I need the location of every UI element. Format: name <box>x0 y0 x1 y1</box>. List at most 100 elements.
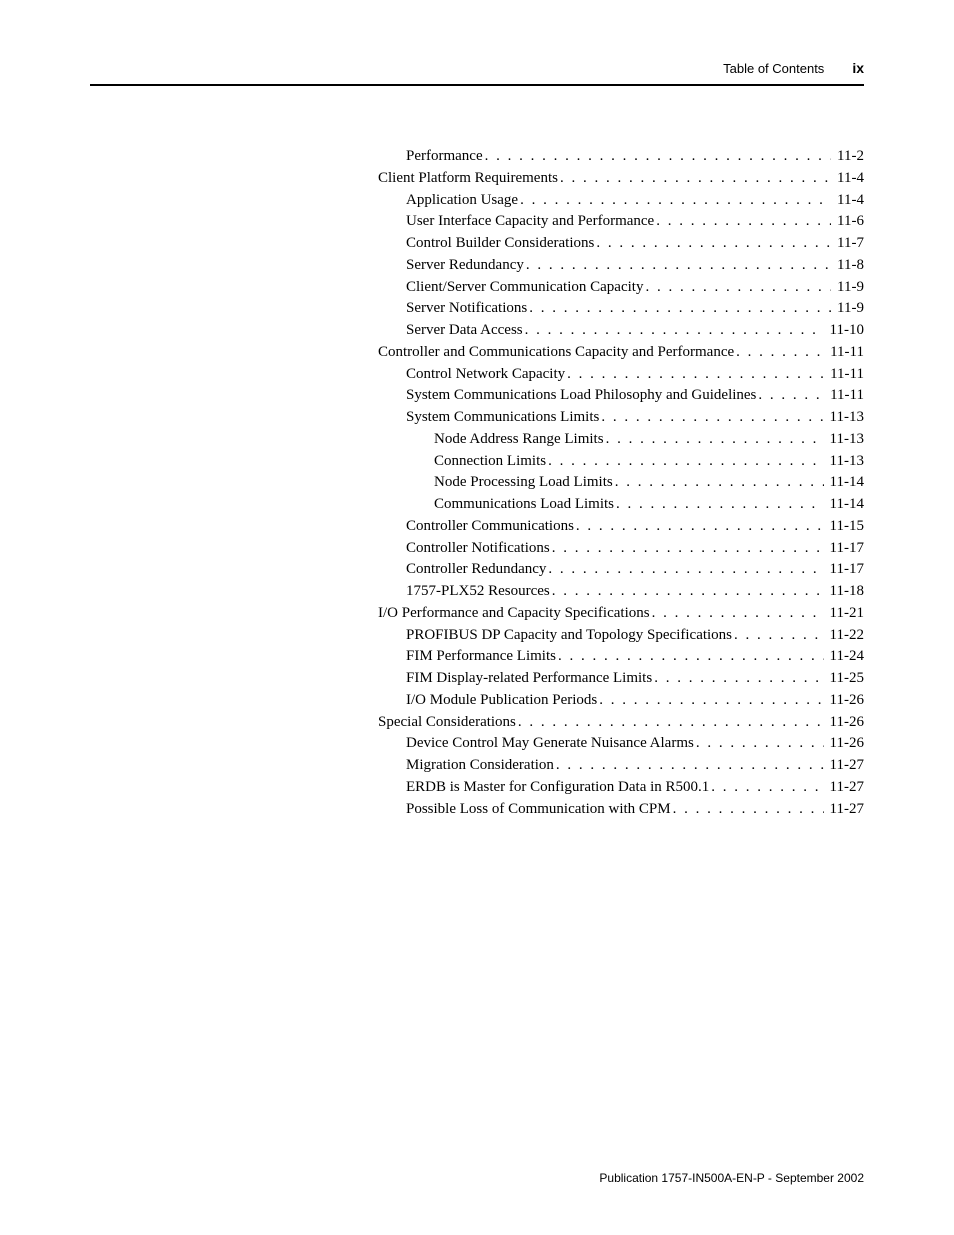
toc-entry: Application Usage11-4 <box>350 190 864 212</box>
toc-entry: PROFIBUS DP Capacity and Topology Specif… <box>350 625 864 647</box>
toc-entry-page: 11-25 <box>824 668 864 690</box>
toc-entry-page: 11-17 <box>824 559 864 581</box>
toc-entry-title: I/O Module Publication Periods <box>406 690 597 712</box>
toc-entry-page: 11-24 <box>824 646 864 668</box>
toc-entry: Controller Notifications11-17 <box>350 538 864 560</box>
toc-entry-page: 11-4 <box>831 168 864 190</box>
page: Table of Contents ix Performance11-2Clie… <box>0 0 954 1235</box>
toc-entry-title: Node Processing Load Limits <box>434 472 613 494</box>
toc-entry-leader-dots <box>614 494 824 516</box>
toc-entry-title: Application Usage <box>406 190 518 212</box>
toc-entry-page: 11-22 <box>824 625 864 647</box>
toc-entry: Controller Redundancy 11-17 <box>350 559 864 581</box>
toc-entry-leader-dots <box>594 233 831 255</box>
toc-entry-leader-dots <box>599 407 823 429</box>
toc-entry-page: 11-11 <box>824 342 864 364</box>
toc-entry-page: 11-14 <box>824 472 864 494</box>
toc-entry-page: 11-27 <box>824 777 864 799</box>
toc-entry-page: 11-10 <box>824 320 864 342</box>
header-row: Table of Contents ix <box>90 60 864 86</box>
toc-entry-title: Server Redundancy <box>406 255 524 277</box>
header-page-number: ix <box>852 60 864 76</box>
toc-entry: System Communications Limits11-13 <box>350 407 864 429</box>
toc-entry-leader-dots <box>654 211 831 233</box>
toc-entry: Node Processing Load Limits 11-14 <box>350 472 864 494</box>
toc-entry: Server Notifications11-9 <box>350 298 864 320</box>
toc-entry-leader-dots <box>524 255 831 277</box>
toc-entry-title: Controller and Communications Capacity a… <box>378 342 734 364</box>
toc-entry-title: Device Control May Generate Nuisance Ala… <box>406 733 694 755</box>
toc-entry-title: Client/Server Communication Capacity <box>406 277 643 299</box>
toc-entry-leader-dots <box>516 712 824 734</box>
toc-entry-title: Migration Consideration <box>406 755 554 777</box>
toc-entry-title: FIM Display-related Performance Limits <box>406 668 652 690</box>
toc-entry-title: Controller Communications <box>406 516 574 538</box>
toc-entry-leader-dots <box>734 342 824 364</box>
toc-entry: Controller Communications 11-15 <box>350 516 864 538</box>
toc-entry-leader-dots <box>518 190 831 212</box>
toc-entry-title: Controller Redundancy <box>406 559 546 581</box>
toc-entry-title: PROFIBUS DP Capacity and Topology Specif… <box>406 625 732 647</box>
toc-entry-leader-dots <box>613 472 824 494</box>
toc-entry-leader-dots <box>597 690 823 712</box>
toc-entry-page: 11-8 <box>831 255 864 277</box>
toc-entry-title: ERDB is Master for Configuration Data in… <box>406 777 709 799</box>
toc-entry-leader-dots <box>558 168 831 190</box>
toc-entry-leader-dots <box>671 799 824 821</box>
toc-entry-title: Controller Notifications <box>406 538 550 560</box>
toc-entry-title: User Interface Capacity and Performance <box>406 211 654 233</box>
toc-entry-page: 11-11 <box>824 385 864 407</box>
toc-entry-page: 11-26 <box>824 712 864 734</box>
toc-entry: Node Address Range Limits 11-13 <box>350 429 864 451</box>
toc-entry-leader-dots <box>550 581 824 603</box>
toc-entry-page: 11-6 <box>831 211 864 233</box>
toc-entry-title: Server Notifications <box>406 298 527 320</box>
toc-entry-leader-dots <box>652 668 823 690</box>
toc-entry-page: 11-18 <box>824 581 864 603</box>
toc-entry: Connection Limits11-13 <box>350 451 864 473</box>
toc-entry-title: Communications Load Limits <box>434 494 614 516</box>
table-of-contents: Performance 11-2Client Platform Requireme… <box>350 146 864 820</box>
toc-entry-leader-dots <box>483 146 831 168</box>
toc-entry: Server Redundancy 11-8 <box>350 255 864 277</box>
toc-entry: I/O Performance and Capacity Specificati… <box>350 603 864 625</box>
toc-entry: ERDB is Master for Configuration Data in… <box>350 777 864 799</box>
toc-entry-page: 11-27 <box>824 755 864 777</box>
toc-entry-page: 11-21 <box>824 603 864 625</box>
toc-entry-page: 11-2 <box>831 146 864 168</box>
toc-entry-leader-dots <box>527 298 831 320</box>
toc-entry-title: Connection Limits <box>434 451 546 473</box>
toc-entry-leader-dots <box>554 755 824 777</box>
toc-entry-title: Server Data Access <box>406 320 523 342</box>
toc-entry-title: System Communications Load Philosophy an… <box>406 385 756 407</box>
toc-entry-leader-dots <box>756 385 824 407</box>
toc-entry-title: Performance <box>406 146 483 168</box>
toc-entry: Communications Load Limits11-14 <box>350 494 864 516</box>
toc-entry-leader-dots <box>574 516 824 538</box>
toc-entry: Control Network Capacity11-11 <box>350 364 864 386</box>
toc-entry-page: 11-9 <box>831 277 864 299</box>
toc-entry-leader-dots <box>732 625 824 647</box>
toc-entry: Client Platform Requirements11-4 <box>350 168 864 190</box>
toc-entry-title: Node Address Range Limits <box>434 429 604 451</box>
toc-entry-leader-dots <box>550 538 824 560</box>
toc-entry-page: 11-15 <box>824 516 864 538</box>
toc-entry: FIM Display-related Performance Limits 11… <box>350 668 864 690</box>
toc-entry-leader-dots <box>546 451 823 473</box>
toc-entry-title: Possible Loss of Communication with CPM <box>406 799 671 821</box>
toc-entry-page: 11-7 <box>831 233 864 255</box>
toc-entry: System Communications Load Philosophy an… <box>350 385 864 407</box>
toc-entry-leader-dots <box>643 277 831 299</box>
toc-entry-leader-dots <box>650 603 824 625</box>
toc-entry-title: I/O Performance and Capacity Specificati… <box>378 603 650 625</box>
toc-entry: Migration Consideration 11-27 <box>350 755 864 777</box>
toc-entry-page: 11-11 <box>824 364 864 386</box>
toc-entry-leader-dots <box>709 777 823 799</box>
toc-entry: User Interface Capacity and Performance 1… <box>350 211 864 233</box>
toc-entry-page: 11-26 <box>824 733 864 755</box>
toc-entry-page: 11-13 <box>824 429 864 451</box>
toc-entry: FIM Performance Limits11-24 <box>350 646 864 668</box>
toc-entry: Performance 11-2 <box>350 146 864 168</box>
toc-entry-leader-dots <box>546 559 823 581</box>
toc-entry-page: 11-26 <box>824 690 864 712</box>
